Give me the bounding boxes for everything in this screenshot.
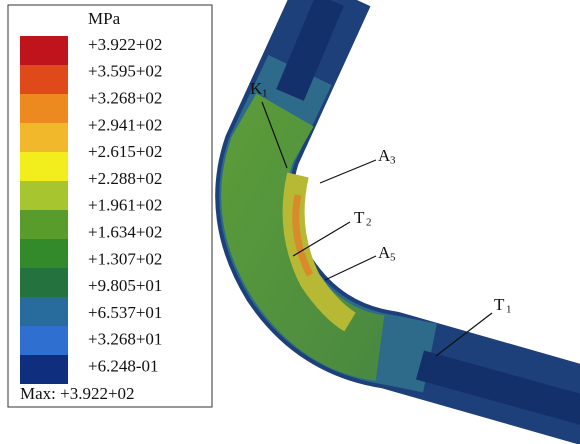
screenshot: MPa +3.922+02 +3.595+02 +3.268+02 +2.941+02… (0, 0, 580, 444)
legend-level: +6.248-01 (88, 357, 159, 376)
legend-level: +3.268+02 (88, 89, 162, 108)
legend-level: +3.268+01 (88, 330, 162, 349)
legend-swatch (20, 268, 68, 297)
legend-level: +1.961+02 (88, 196, 162, 215)
legend-swatch (20, 123, 68, 152)
legend-swatch (20, 36, 68, 65)
legend-swatch (20, 297, 68, 326)
legend-swatch (20, 239, 68, 268)
legend-swatch (20, 210, 68, 239)
pipe-model (254, 0, 580, 412)
legend-swatch (20, 181, 68, 210)
legend-level: +2.288+02 (88, 169, 162, 188)
legend-swatch (20, 355, 68, 384)
legend-unit: MPa (88, 9, 121, 28)
legend-swatch (20, 326, 68, 355)
legend-level: +2.615+02 (88, 142, 162, 161)
page: MPa +3.922+02 +3.595+02 +3.268+02 +2.941+02… (0, 0, 580, 444)
legend-level: +2.941+02 (88, 115, 162, 134)
annotation-label: T (354, 208, 365, 227)
legend-swatch (20, 152, 68, 181)
annotation-subscript: 2 (366, 217, 372, 229)
annotation-subscript: 1 (262, 88, 268, 100)
legend-swatch (20, 94, 68, 123)
legend-level: +1.307+02 (88, 249, 162, 268)
swatches (20, 36, 68, 384)
annotation-subscript: 3 (390, 155, 396, 167)
legend-level: +9.805+01 (88, 276, 162, 295)
annotation-label: T (494, 295, 505, 314)
legend-level: +1.634+02 (88, 223, 162, 242)
annotation-subscript: 5 (390, 252, 396, 264)
legend-level: +3.922+02 (88, 35, 162, 54)
legend-level: +3.595+02 (88, 62, 162, 81)
legend-max: Max: +3.922+02 (20, 384, 135, 403)
legend-swatch (20, 65, 68, 94)
legend-level: +6.537+01 (88, 303, 162, 322)
annotation-subscript: 1 (506, 304, 512, 316)
legend: MPa +3.922+02 +3.595+02 +3.268+02 +2.941+02… (8, 5, 212, 407)
